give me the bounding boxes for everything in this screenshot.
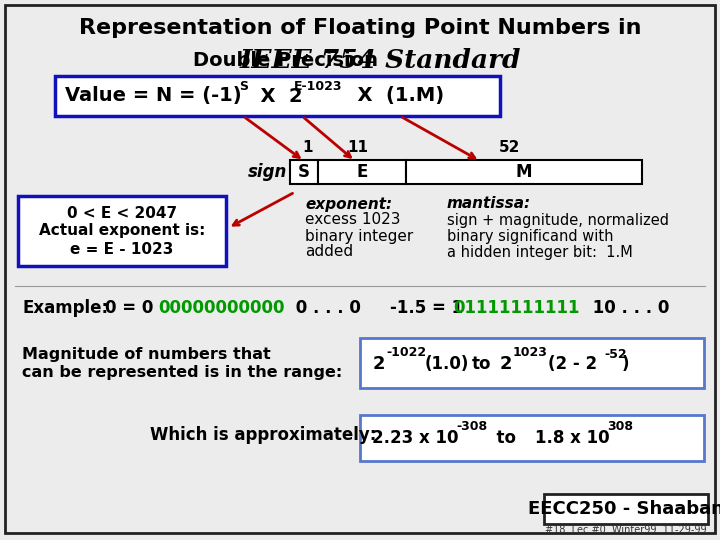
Text: S: S [298,163,310,181]
Text: X  2: X 2 [247,86,302,105]
Text: 0 = 0: 0 = 0 [105,299,159,317]
Text: 1: 1 [302,140,313,156]
Text: 01111111111: 01111111111 [453,299,580,317]
Text: -1.5 = 1: -1.5 = 1 [390,299,469,317]
Text: Actual exponent is:: Actual exponent is: [39,224,205,239]
Text: -1022: -1022 [386,347,426,360]
Text: to: to [485,429,528,447]
Text: 2: 2 [500,355,513,373]
Text: Magnitude of numbers that: Magnitude of numbers that [22,348,271,362]
Text: X  (1.M): X (1.M) [344,86,444,105]
Text: IEEE 754 Standard: IEEE 754 Standard [239,48,521,72]
Text: (2 - 2: (2 - 2 [548,355,597,373]
Text: e = E - 1023: e = E - 1023 [71,241,174,256]
Text: EECC250 - Shaaban: EECC250 - Shaaban [528,500,720,518]
Text: to: to [472,355,492,373]
Text: Representation of Floating Point Numbers in: Representation of Floating Point Numbers… [78,18,642,38]
Text: 308: 308 [607,421,633,434]
Text: Example:: Example: [22,299,108,317]
Text: excess 1023: excess 1023 [305,213,400,227]
Text: 1023: 1023 [513,347,548,360]
Bar [360,338,704,388]
Text: M: M [516,163,532,181]
Text: -52: -52 [604,348,626,361]
Text: added: added [305,245,353,260]
Text: 2.23 x 10: 2.23 x 10 [372,429,459,447]
Text: 0 < E < 2047: 0 < E < 2047 [67,206,177,221]
Bar [55,76,500,116]
Text: #18  Lec #0  Winter99  11-29-99: #18 Lec #0 Winter99 11-29-99 [545,525,707,535]
Text: E: E [356,163,368,181]
Text: 10 . . . 0: 10 . . . 0 [587,299,670,317]
Text: 2: 2 [373,355,385,373]
Text: 1.8 x 10: 1.8 x 10 [535,429,610,447]
Text: E-1023: E-1023 [294,80,343,93]
Text: exponent:: exponent: [305,197,392,212]
Text: Value = N = (-1): Value = N = (-1) [65,86,242,105]
Text: Double Precision: Double Precision [193,51,378,70]
Text: 0 . . . 0: 0 . . . 0 [290,299,361,317]
Bar [406,160,642,184]
Text: mantissa:: mantissa: [447,197,531,212]
Text: ): ) [622,355,629,373]
Text: S: S [239,80,248,93]
Text: sign + magnitude, normalized: sign + magnitude, normalized [447,213,669,227]
Bar [18,196,226,266]
Text: a hidden integer bit:  1.M: a hidden integer bit: 1.M [447,245,633,260]
Bar [544,494,708,524]
Text: (1.0): (1.0) [425,355,469,373]
Text: 11: 11 [348,140,369,156]
Bar [290,160,318,184]
Text: can be represented is in the range:: can be represented is in the range: [22,366,342,381]
Text: binary significand with: binary significand with [447,228,613,244]
Text: 52: 52 [499,140,521,156]
Bar [360,415,704,461]
Text: 00000000000: 00000000000 [158,299,284,317]
Text: Which is approximately:: Which is approximately: [150,426,377,444]
Text: -308: -308 [456,421,487,434]
Bar [318,160,406,184]
Text: binary integer: binary integer [305,228,413,244]
Text: sign: sign [248,163,287,181]
